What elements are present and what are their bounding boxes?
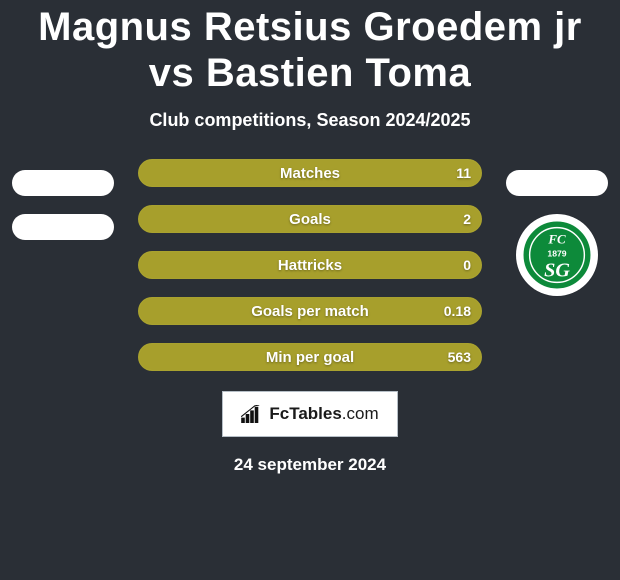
stat-value-right: 0 bbox=[463, 252, 471, 278]
stat-label: Min per goal bbox=[139, 344, 481, 370]
stat-bar: Min per goal563 bbox=[138, 343, 482, 371]
stat-row: Matches11 bbox=[0, 159, 620, 187]
brand-text: FcTables.com bbox=[269, 404, 378, 424]
stat-label: Goals bbox=[139, 206, 481, 232]
brand-badge: FcTables.com bbox=[222, 391, 398, 437]
stat-bar: Matches11 bbox=[138, 159, 482, 187]
stat-label: Matches bbox=[139, 160, 481, 186]
stat-row: Goals per match0.18 bbox=[0, 297, 620, 325]
stat-value-right: 2 bbox=[463, 206, 471, 232]
stat-bar: Hattricks0 bbox=[138, 251, 482, 279]
stat-label: Goals per match bbox=[139, 298, 481, 324]
stat-label: Hattricks bbox=[139, 252, 481, 278]
footer-date: 24 september 2024 bbox=[0, 455, 620, 475]
stat-row: Min per goal563 bbox=[0, 343, 620, 371]
stat-bar: Goals per match0.18 bbox=[138, 297, 482, 325]
page-title: Magnus Retsius Groedem jr vs Bastien Tom… bbox=[0, 4, 620, 96]
stat-value-right: 563 bbox=[448, 344, 471, 370]
stat-row: Goals2 bbox=[0, 205, 620, 233]
page-subtitle: Club competitions, Season 2024/2025 bbox=[0, 110, 620, 131]
stat-value-right: 11 bbox=[456, 160, 471, 186]
stat-row: Hattricks0 bbox=[0, 251, 620, 279]
brand-name: FcTables bbox=[269, 404, 341, 423]
infographic-container: Magnus Retsius Groedem jr vs Bastien Tom… bbox=[0, 0, 620, 580]
brand-domain: .com bbox=[342, 404, 379, 423]
stat-value-right: 0.18 bbox=[444, 298, 471, 324]
stat-bar: Goals2 bbox=[138, 205, 482, 233]
bar-chart-icon bbox=[241, 405, 263, 423]
stats-list: Matches11 Goals2 Hattricks0 Goals per match… bbox=[0, 159, 620, 371]
